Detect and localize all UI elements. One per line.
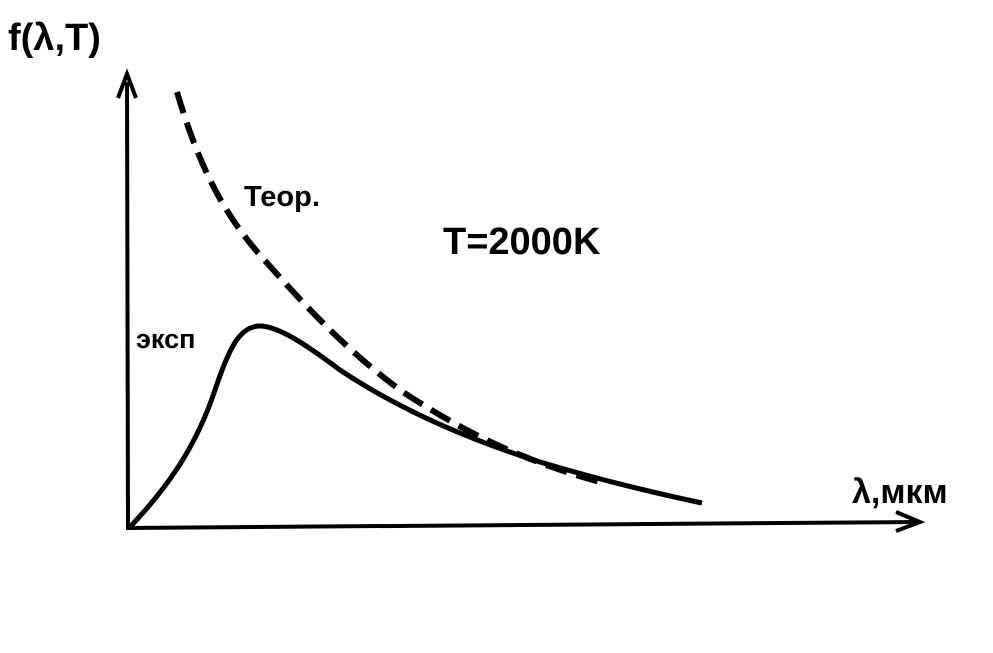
x-axis (125, 520, 919, 530)
y-axis (125, 81, 130, 531)
experiment-label: эксп (136, 324, 195, 354)
y-axis-arrow (116, 68, 138, 99)
x-axis-arrow (895, 510, 926, 533)
temperature-annotation: T=2000K (443, 221, 601, 263)
experiment-curve (128, 323, 703, 529)
y-axis-label: f(λ,T) (8, 17, 101, 59)
x-axis-label: λ,мкм (852, 473, 948, 511)
theory-label: Теор. (244, 181, 320, 213)
